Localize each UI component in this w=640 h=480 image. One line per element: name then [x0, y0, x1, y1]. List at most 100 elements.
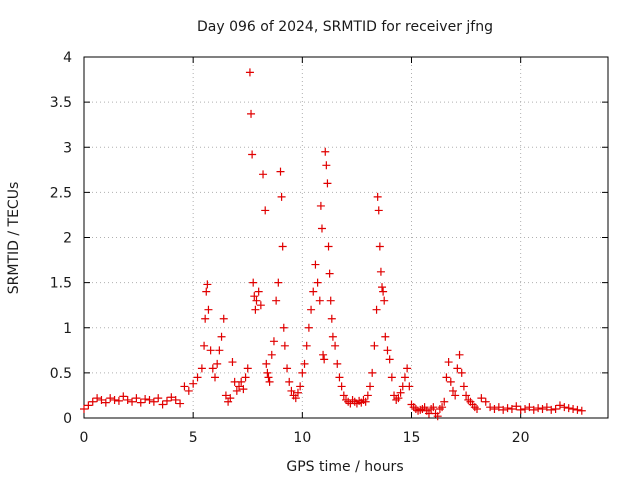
y-tick-label: 2 [63, 231, 72, 247]
data-point [202, 287, 211, 296]
data-point [376, 267, 385, 276]
data-point [272, 296, 281, 305]
data-point [315, 296, 324, 305]
data-point [481, 397, 490, 406]
data-point [201, 314, 210, 323]
data-point [374, 206, 383, 215]
data-point [390, 391, 399, 400]
data-point [287, 386, 296, 395]
data-point [331, 341, 340, 350]
data-point [248, 150, 257, 159]
data-point [309, 287, 318, 296]
data-point [217, 332, 226, 341]
data-point [256, 301, 265, 310]
data-point [442, 373, 451, 382]
data-point [276, 167, 285, 176]
data-point [433, 412, 442, 421]
data-point [322, 161, 331, 170]
data-point [361, 397, 370, 406]
data-point [80, 404, 88, 413]
data-point [542, 403, 551, 412]
data-point [373, 192, 382, 201]
data-point [132, 394, 141, 403]
data-point [538, 404, 547, 413]
data-point [250, 292, 259, 301]
data-point [381, 332, 390, 341]
data-point [448, 386, 457, 395]
data-point [254, 287, 263, 296]
data-point [302, 341, 311, 350]
data-point [158, 400, 167, 409]
x-tick-label: 10 [293, 430, 311, 446]
data-point [232, 386, 241, 395]
data-point [136, 398, 145, 407]
data-point [569, 404, 578, 413]
data-point [283, 364, 292, 373]
data-point [337, 382, 346, 391]
data-point [167, 393, 176, 402]
data-point [149, 397, 158, 406]
chart-title: Day 096 of 2024, SRMTID for receiver jfn… [197, 19, 493, 35]
data-point [88, 397, 97, 406]
data-point [316, 201, 325, 210]
data-point [564, 404, 573, 413]
data-point [204, 305, 213, 314]
data-point [162, 396, 171, 405]
data-point [241, 373, 250, 382]
data-point [319, 350, 328, 359]
data-point [446, 377, 455, 386]
data-point [573, 405, 582, 414]
data-point [228, 358, 237, 367]
data-point [128, 397, 137, 406]
data-point [440, 397, 449, 406]
data-point [221, 391, 230, 400]
data-point [438, 403, 447, 412]
data-point [477, 394, 486, 403]
data-point [370, 341, 379, 350]
data-point [457, 368, 466, 377]
data-point [379, 287, 388, 296]
data-point [560, 403, 569, 412]
data-point [252, 296, 261, 305]
x-tick-label: 0 [80, 430, 89, 446]
y-tick-label: 3 [63, 140, 72, 156]
data-point [145, 395, 154, 404]
data-point [459, 382, 468, 391]
data-point [555, 401, 564, 410]
data-point [324, 242, 333, 251]
data-point [265, 377, 274, 386]
data-point [106, 394, 115, 403]
data-point [206, 346, 215, 355]
data-point [313, 278, 322, 287]
data-point [547, 405, 556, 414]
x-axis-label: GPS time / hours [286, 459, 403, 475]
data-point [455, 350, 464, 359]
data-point [141, 395, 150, 404]
data-point [307, 305, 316, 314]
data-point [525, 403, 534, 412]
data-point [339, 391, 348, 400]
data-point [184, 386, 193, 395]
data-point [534, 404, 543, 413]
data-point [326, 296, 335, 305]
data-point [180, 382, 189, 391]
data-point [226, 394, 235, 403]
data-point [277, 192, 286, 201]
grid [84, 57, 608, 418]
data-point [263, 368, 272, 377]
data-point [453, 364, 462, 373]
data-point [293, 388, 302, 397]
y-tick-label: 0.5 [50, 366, 72, 382]
data-point [405, 382, 414, 391]
data-point [189, 379, 198, 388]
data-point [328, 332, 337, 341]
data-point [267, 350, 276, 359]
data-point [264, 373, 273, 382]
data-point [215, 346, 224, 355]
data-point [274, 278, 283, 287]
data-point [462, 391, 471, 400]
data-point [280, 341, 289, 350]
data-point [507, 404, 516, 413]
x-tick-labels: 0 5 10 15 20 [80, 430, 530, 446]
